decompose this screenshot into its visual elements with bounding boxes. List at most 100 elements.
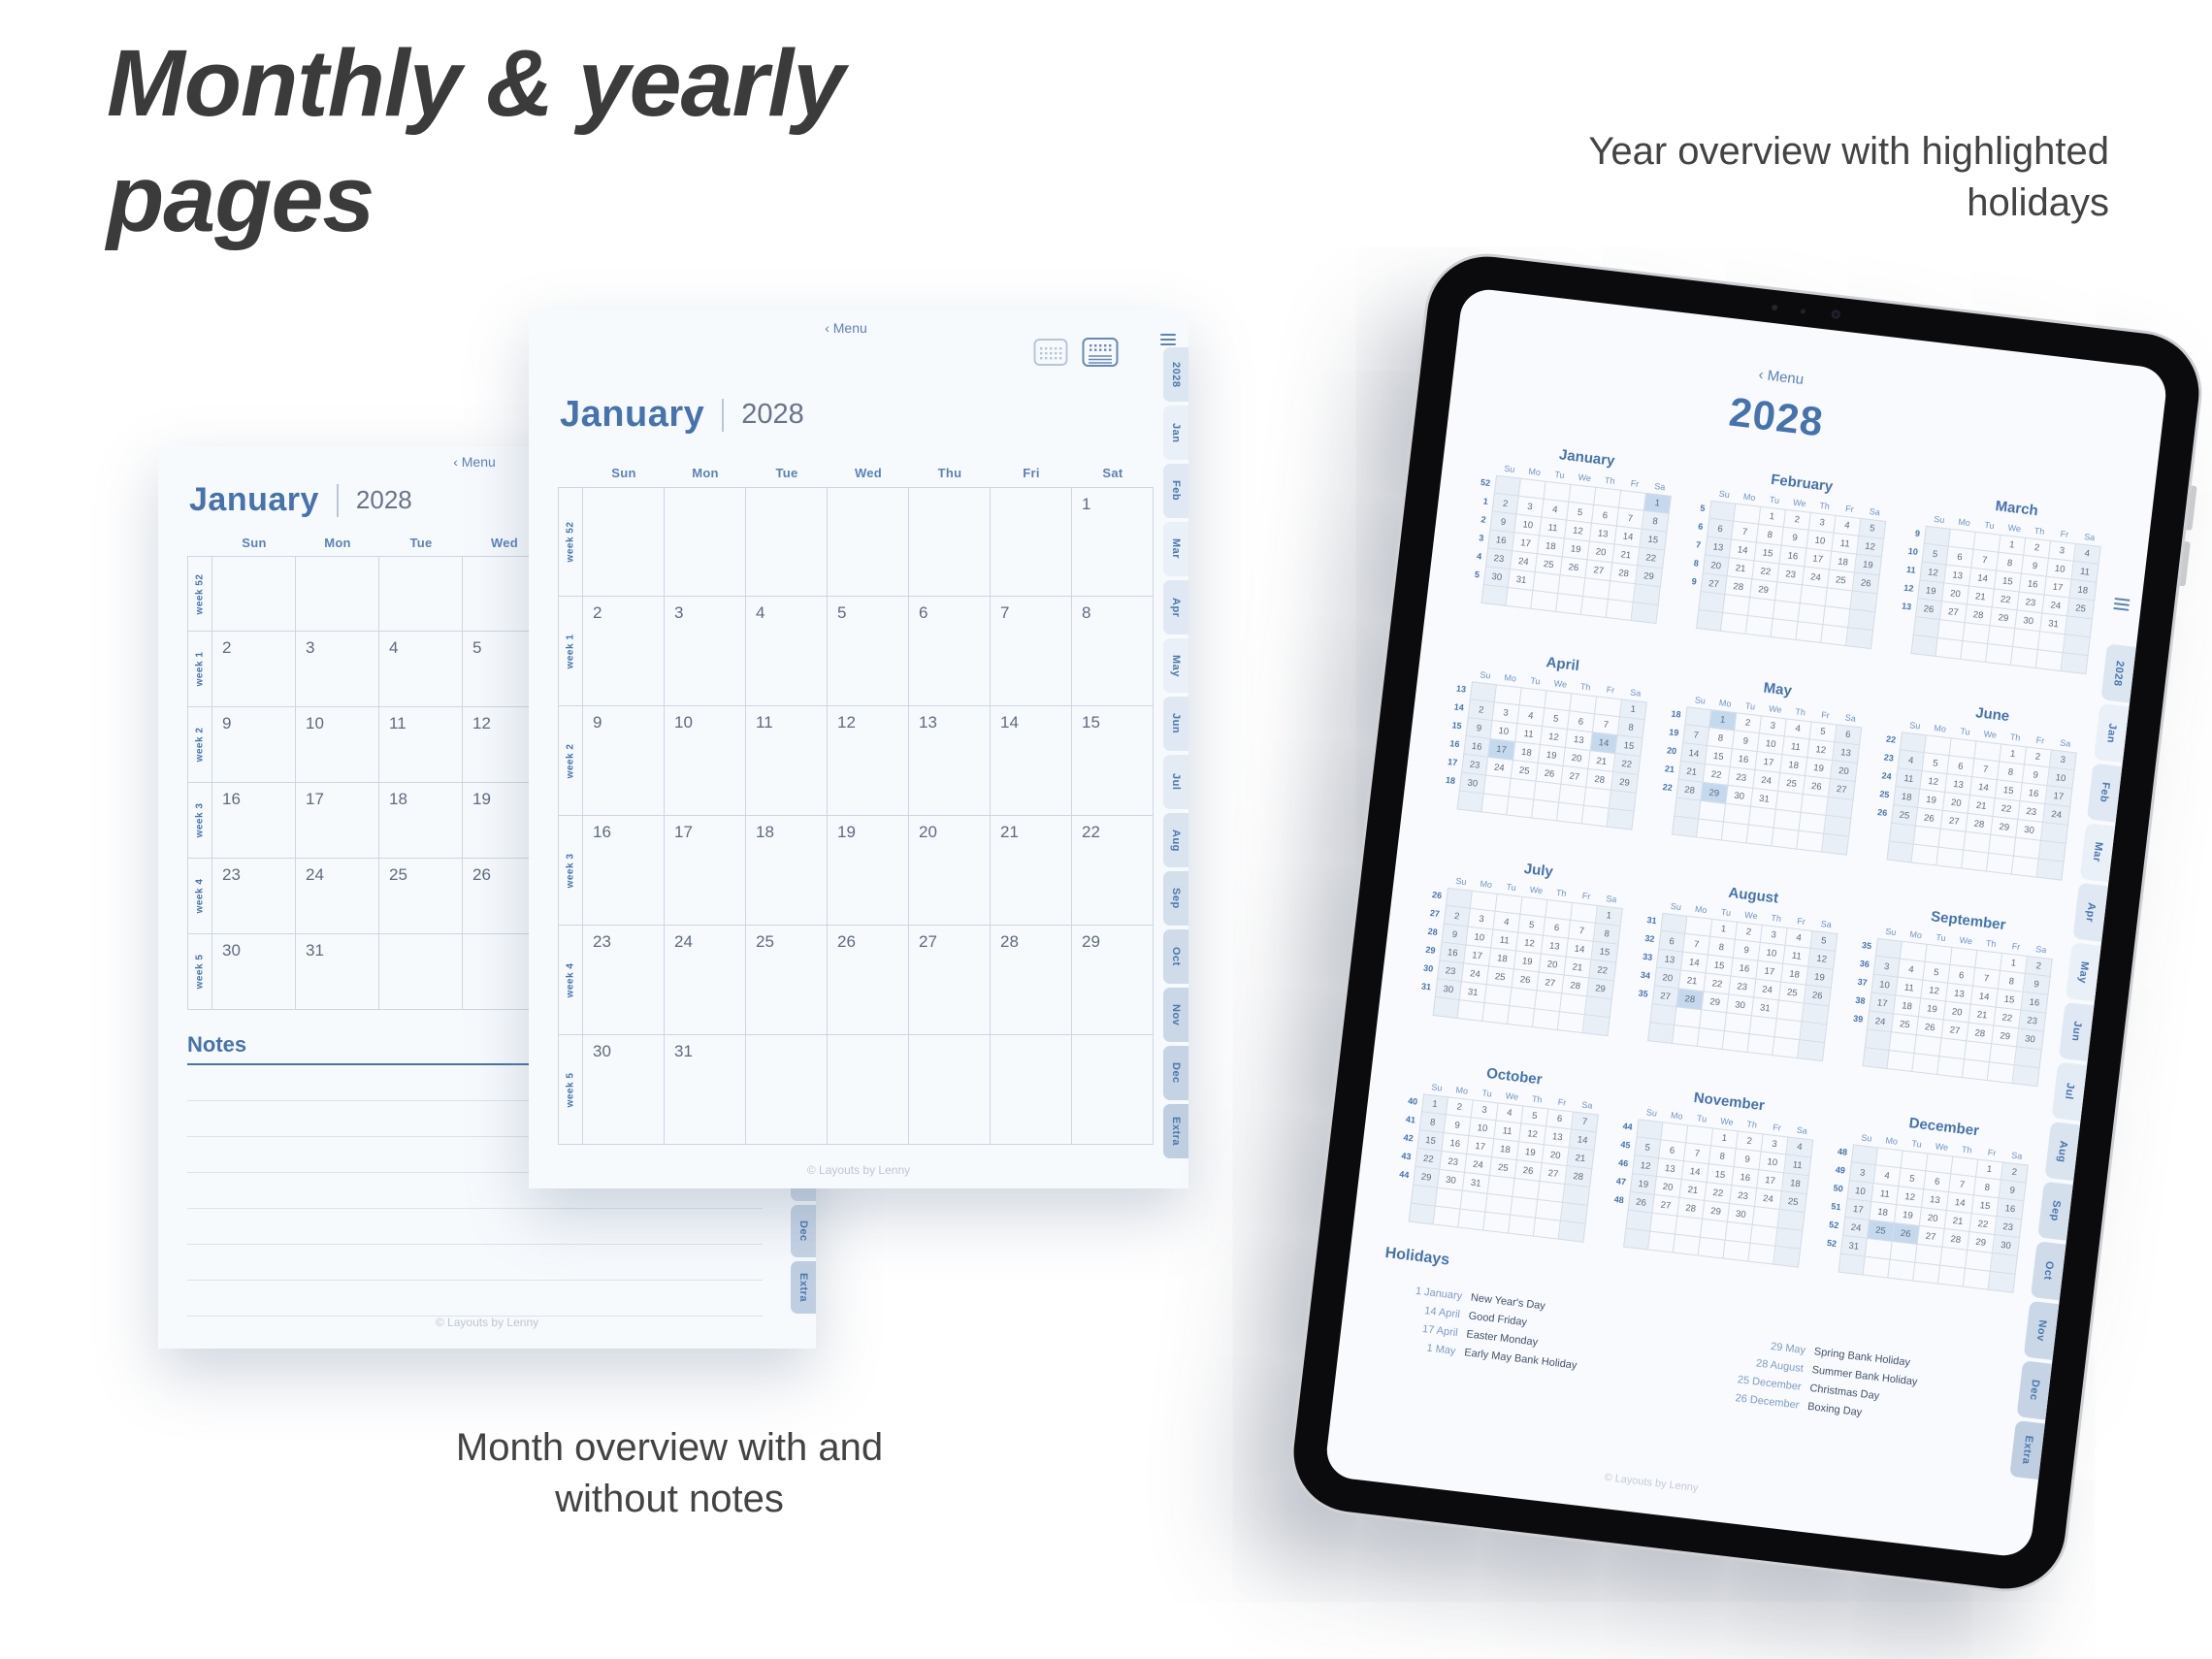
day-number: 19	[837, 823, 856, 841]
day-cell-10[interactable]: 10	[296, 707, 379, 783]
day-cell-25[interactable]: 25	[746, 926, 828, 1035]
day-cell-20[interactable]: 20	[909, 816, 991, 926]
side-tab-jul[interactable]: Jul	[1163, 755, 1188, 809]
side-tab-extra[interactable]: Extra	[2009, 1419, 2045, 1480]
mini-day-cell	[1720, 613, 1748, 634]
day-cell-7[interactable]: 7	[991, 597, 1072, 706]
mini-day-cell	[1580, 597, 1609, 619]
menu-back-link[interactable]: ‹ Menu	[158, 454, 791, 470]
day-cell-15[interactable]: 15	[1072, 706, 1154, 816]
notes-lines[interactable]	[187, 1065, 763, 1317]
side-tab-mar[interactable]: Mar	[1163, 522, 1188, 576]
day-cell-30[interactable]: 30	[583, 1035, 665, 1145]
side-tab-jun[interactable]: Jun	[1163, 697, 1188, 751]
month-view-icon[interactable]	[1033, 337, 1068, 368]
day-cell-8[interactable]: 8	[1072, 597, 1154, 706]
caption-month-line1: Month overview with and	[455, 1426, 884, 1469]
mini-day-cell	[1821, 625, 1849, 647]
day-cell-23[interactable]: 23	[212, 859, 296, 934]
day-cell-2[interactable]: 2	[583, 597, 665, 706]
side-tab-oct[interactable]: Oct	[2030, 1241, 2066, 1301]
side-tab-jun[interactable]: Jun	[2058, 1001, 2095, 1062]
side-tab-nov[interactable]: Nov	[2023, 1300, 2060, 1360]
side-tab-may[interactable]: May	[2066, 942, 2101, 1002]
side-tab-may[interactable]: May	[1163, 638, 1188, 693]
day-cell-10[interactable]: 10	[665, 706, 746, 816]
day-cell-22[interactable]: 22	[1072, 816, 1154, 926]
day-cell-5[interactable]: 5	[828, 597, 909, 706]
day-cell-9[interactable]: 9	[583, 706, 665, 816]
day-cell-28[interactable]: 28	[991, 926, 1072, 1035]
day-cell-25[interactable]: 25	[379, 859, 463, 934]
day-cell-14[interactable]: 14	[991, 706, 1072, 816]
day-cell-3[interactable]: 3	[296, 632, 379, 707]
side-tab-aug[interactable]: Aug	[2044, 1122, 2081, 1182]
side-tab-nov[interactable]: Nov	[1163, 988, 1188, 1042]
side-tab-oct[interactable]: Oct	[1163, 929, 1188, 984]
day-cell-1[interactable]: 1	[1072, 487, 1154, 597]
menu-front-link[interactable]: ‹ Menu	[529, 320, 1163, 336]
side-tab-sep[interactable]: Sep	[2037, 1181, 2073, 1241]
side-tab-aug[interactable]: Aug	[1163, 813, 1188, 867]
mini-week-number: 29	[1424, 944, 1437, 956]
day-cell-26[interactable]: 26	[828, 926, 909, 1035]
side-tab-sep[interactable]: Sep	[1163, 871, 1188, 926]
day-cell-17[interactable]: 17	[665, 816, 746, 926]
side-tab-mar[interactable]: Mar	[2079, 823, 2116, 883]
side-tab-dec[interactable]: Dec	[1163, 1046, 1188, 1100]
day-cell-6[interactable]: 6	[909, 597, 991, 706]
day-cell-19[interactable]: 19	[828, 816, 909, 926]
day-cell-30[interactable]: 30	[212, 934, 296, 1010]
day-cell-9[interactable]: 9	[212, 707, 296, 783]
day-cell-18[interactable]: 18	[379, 783, 463, 859]
side-tab-extra[interactable]: Extra	[1163, 1104, 1188, 1158]
month-title-block: January 2028	[560, 394, 804, 436]
note-line	[187, 1245, 763, 1281]
hamburger-menu-icon[interactable]	[2113, 598, 2131, 611]
day-cell-24[interactable]: 24	[665, 926, 746, 1035]
day-cell-24[interactable]: 24	[296, 859, 379, 934]
side-tab-jan[interactable]: Jan	[1163, 406, 1188, 460]
mini-day-cell	[1863, 1256, 1891, 1279]
day-header-tue: Tue	[409, 536, 433, 550]
day-cell-11[interactable]: 11	[746, 706, 828, 816]
day-cell-11[interactable]: 11	[379, 707, 463, 783]
mini-day-cell	[1721, 822, 1749, 844]
side-tab-apr[interactable]: Apr	[2072, 882, 2108, 942]
side-tab-apr[interactable]: Apr	[1163, 580, 1188, 634]
side-tab-jan[interactable]: Jan	[2094, 703, 2130, 764]
side-tab-dec[interactable]: Dec	[791, 1205, 816, 1257]
hamburger-menu-icon[interactable]	[1160, 334, 1176, 345]
side-tab-dec[interactable]: Dec	[2016, 1360, 2053, 1420]
side-tab-feb[interactable]: Feb	[1163, 464, 1188, 518]
mini-day-cell	[1696, 819, 1724, 841]
day-cell-16[interactable]: 16	[212, 783, 296, 859]
day-cell-31[interactable]: 31	[296, 934, 379, 1010]
day-cell-18[interactable]: 18	[746, 816, 828, 926]
day-cell-2[interactable]: 2	[212, 632, 296, 707]
mini-day-cell	[1533, 1218, 1561, 1240]
side-tab-2028[interactable]: 2028	[1163, 347, 1188, 402]
mini-week-number: 44	[1398, 1169, 1410, 1181]
day-cell-3[interactable]: 3	[665, 597, 746, 706]
day-cell-12[interactable]: 12	[828, 706, 909, 816]
day-cell-13[interactable]: 13	[909, 706, 991, 816]
day-cell-17[interactable]: 17	[296, 783, 379, 859]
side-tab-extra[interactable]: Extra	[791, 1261, 816, 1314]
day-cell-4[interactable]: 4	[379, 632, 463, 707]
day-cell-21[interactable]: 21	[991, 816, 1072, 926]
month-notes-view-icon[interactable]	[1082, 336, 1119, 369]
day-cell-16[interactable]: 16	[583, 816, 665, 926]
side-tab-2028[interactable]: 2028	[2100, 643, 2136, 703]
day-cell-31[interactable]: 31	[665, 1035, 746, 1145]
mini-month-grid: Su Mo Tu We Th Fr Sa 22 1 2 3 23 4 5 6 7 8 9 10 24 11 12 13 14 1…	[1868, 715, 2079, 881]
side-tab-jul[interactable]: Jul	[2051, 1061, 2088, 1122]
day-cell-4[interactable]: 4	[746, 597, 828, 706]
day-cell-29[interactable]: 29	[1072, 926, 1154, 1035]
day-cell-27[interactable]: 27	[909, 926, 991, 1035]
day-cell-23[interactable]: 23	[583, 926, 665, 1035]
month-year: 2028	[741, 399, 804, 430]
side-tab-feb[interactable]: Feb	[2086, 763, 2123, 823]
monthly-page-no-notes: ‹ Menu Januar	[529, 310, 1188, 1188]
